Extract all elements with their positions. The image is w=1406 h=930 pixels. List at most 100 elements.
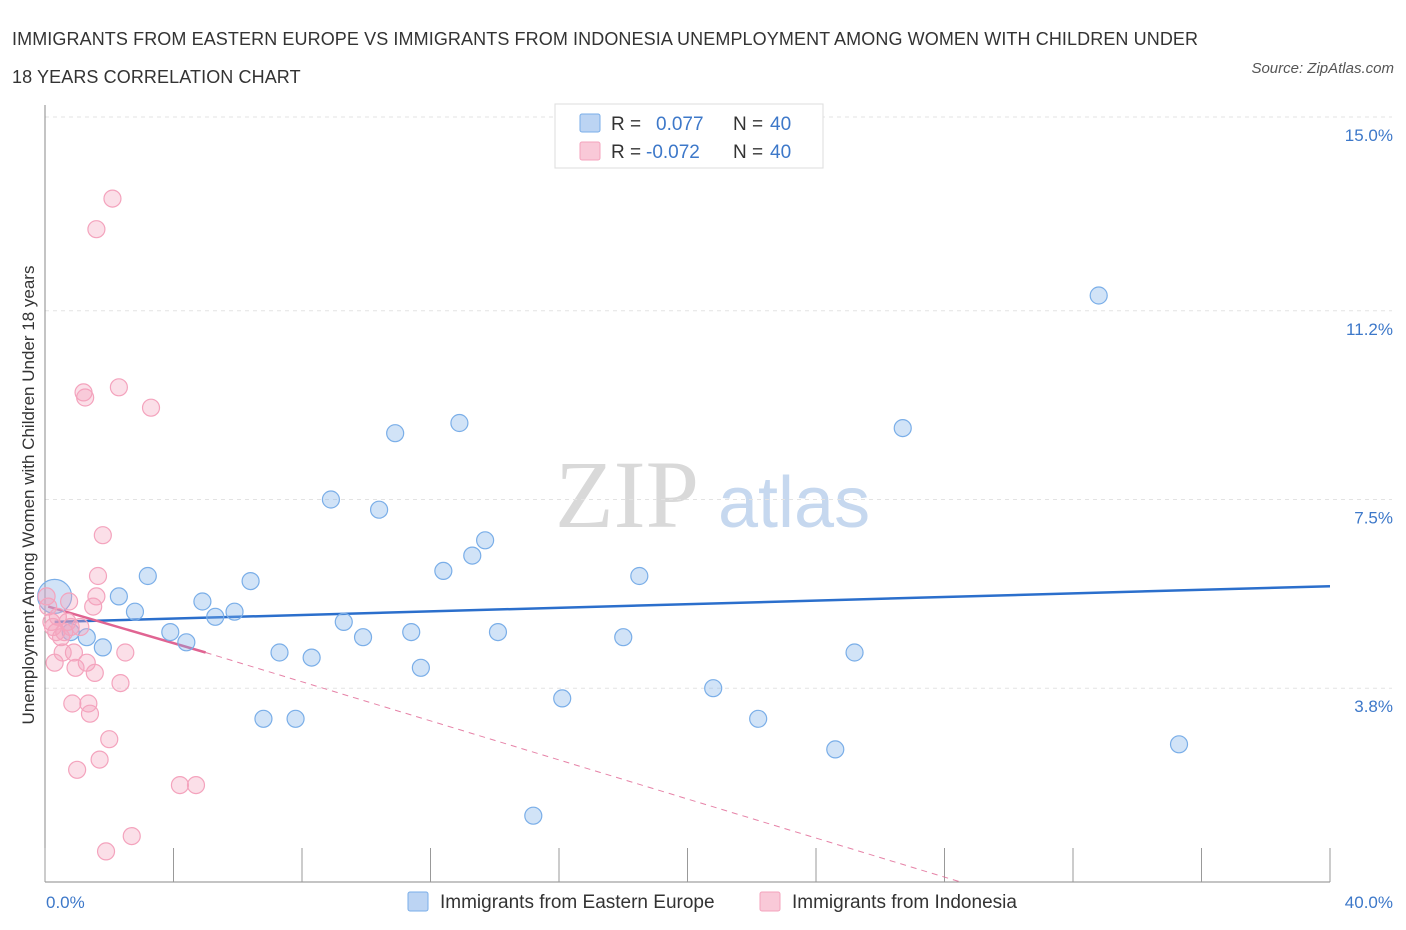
point-indonesia xyxy=(80,704,100,723)
legend-n-value-2: 40 xyxy=(770,142,791,163)
point-eastern-europe xyxy=(826,740,845,759)
point-indonesia xyxy=(63,694,82,713)
point-eastern-europe xyxy=(161,622,180,642)
y-axis-title: Unemployment Among Women with Children U… xyxy=(19,266,38,725)
trend-line-dashed-1 xyxy=(205,652,961,883)
point-indonesia xyxy=(141,398,161,417)
point-indonesia xyxy=(87,587,106,606)
point-eastern-europe xyxy=(254,709,273,728)
point-eastern-europe xyxy=(450,413,469,433)
point-eastern-europe xyxy=(193,592,212,611)
point-eastern-europe xyxy=(353,628,373,647)
x-tick-label-min: 0.0% xyxy=(46,893,85,912)
point-indonesia xyxy=(68,760,87,779)
bottom-legend-label-eastern-europe: Immigrants from Eastern Europe xyxy=(440,892,715,913)
data-points xyxy=(37,189,1189,861)
point-eastern-europe xyxy=(61,622,80,642)
point-indonesia xyxy=(100,730,119,749)
legend-swatch-eastern-europe xyxy=(579,113,601,133)
point-indonesia xyxy=(84,597,103,616)
point-eastern-europe xyxy=(1089,286,1108,305)
legend-n-label-1: N = xyxy=(733,114,763,135)
legend-swatch-indonesia xyxy=(579,141,601,161)
point-indonesia xyxy=(59,592,79,611)
y-tick-label: 3.8% xyxy=(1354,697,1393,716)
point-eastern-europe xyxy=(476,531,495,550)
point-eastern-europe xyxy=(704,679,723,698)
y-tick-label: 7.5% xyxy=(1354,509,1393,528)
point-eastern-europe xyxy=(93,638,112,657)
point-eastern-europe xyxy=(125,602,145,621)
point-indonesia xyxy=(103,189,122,208)
point-eastern-europe xyxy=(321,490,341,509)
legend-n-label-2: N = xyxy=(733,142,763,163)
legend-r-label-2: R = xyxy=(611,142,641,163)
point-indonesia xyxy=(170,775,190,795)
bottom-legend-swatch-eastern-europe xyxy=(407,891,429,912)
point-indonesia xyxy=(87,220,106,239)
trend-line-1 xyxy=(47,605,206,654)
y-tick-label: 15.0% xyxy=(1345,126,1393,145)
point-indonesia xyxy=(66,658,85,677)
axes: 3.8% 7.5% 11.2% 15.0% xyxy=(44,105,1393,883)
point-eastern-europe xyxy=(77,628,96,647)
trend-lines xyxy=(47,584,1331,883)
point-eastern-europe xyxy=(524,806,543,825)
point-indonesia xyxy=(61,617,80,637)
point-eastern-europe xyxy=(1169,735,1189,754)
point-eastern-europe xyxy=(434,561,453,581)
point-indonesia xyxy=(186,775,206,795)
watermark-zip: ZIP xyxy=(555,441,699,548)
point-indonesia xyxy=(90,750,109,769)
point-indonesia xyxy=(96,842,116,861)
point-eastern-europe xyxy=(749,709,768,728)
point-eastern-europe xyxy=(138,566,157,586)
point-indonesia xyxy=(93,526,112,545)
point-eastern-europe xyxy=(614,628,633,647)
point-indonesia xyxy=(71,617,90,637)
point-eastern-europe xyxy=(302,648,321,667)
point-eastern-europe xyxy=(411,658,430,677)
point-indonesia xyxy=(76,388,95,407)
point-indonesia xyxy=(48,607,67,626)
point-eastern-europe xyxy=(893,419,912,438)
point-eastern-europe xyxy=(402,622,421,642)
trend-line-0 xyxy=(54,584,1331,624)
point-eastern-europe xyxy=(845,643,864,662)
point-eastern-europe xyxy=(270,643,289,662)
point-eastern-europe xyxy=(241,571,260,591)
point-eastern-europe xyxy=(109,587,128,606)
point-eastern-europe xyxy=(177,633,196,652)
bottom-legend-label-indonesia: Immigrants from Indonesia xyxy=(792,892,1017,913)
point-eastern-europe xyxy=(553,689,572,708)
point-eastern-europe xyxy=(286,709,305,728)
point-eastern-europe xyxy=(386,424,405,443)
point-indonesia xyxy=(85,663,104,683)
point-indonesia xyxy=(53,643,72,662)
watermark-atlas: atlas xyxy=(718,463,870,543)
bottom-legend-swatch-indonesia xyxy=(759,891,781,912)
legend-r-value-1: 0.077 xyxy=(656,114,704,135)
point-indonesia xyxy=(88,566,108,586)
series-legend: Immigrants from Eastern Europe Immigrant… xyxy=(407,891,1017,913)
chart-title: IMMIGRANTS FROM EASTERN EUROPE VS IMMIGR… xyxy=(12,29,1199,87)
point-indonesia xyxy=(109,378,128,397)
legend-r-value-2: -0.072 xyxy=(646,142,700,163)
point-eastern-europe xyxy=(206,607,225,626)
point-eastern-europe xyxy=(334,612,353,632)
y-tick-label: 11.2% xyxy=(1346,320,1393,339)
correlation-legend: R = 0.077 N = 40 R = -0.072 N = 40 xyxy=(554,103,824,169)
point-indonesia xyxy=(122,826,141,846)
source-label: Source: ZipAtlas.com xyxy=(1251,60,1394,77)
point-eastern-europe xyxy=(370,500,389,519)
point-eastern-europe xyxy=(225,602,244,621)
point-indonesia xyxy=(116,643,135,662)
legend-r-label-1: R = xyxy=(611,114,641,135)
point-eastern-europe xyxy=(463,546,482,565)
x-tick-label-max: 40.0% xyxy=(1345,893,1393,912)
legend-n-value-1: 40 xyxy=(770,114,791,135)
point-eastern-europe xyxy=(630,566,649,586)
point-eastern-europe xyxy=(488,622,508,642)
